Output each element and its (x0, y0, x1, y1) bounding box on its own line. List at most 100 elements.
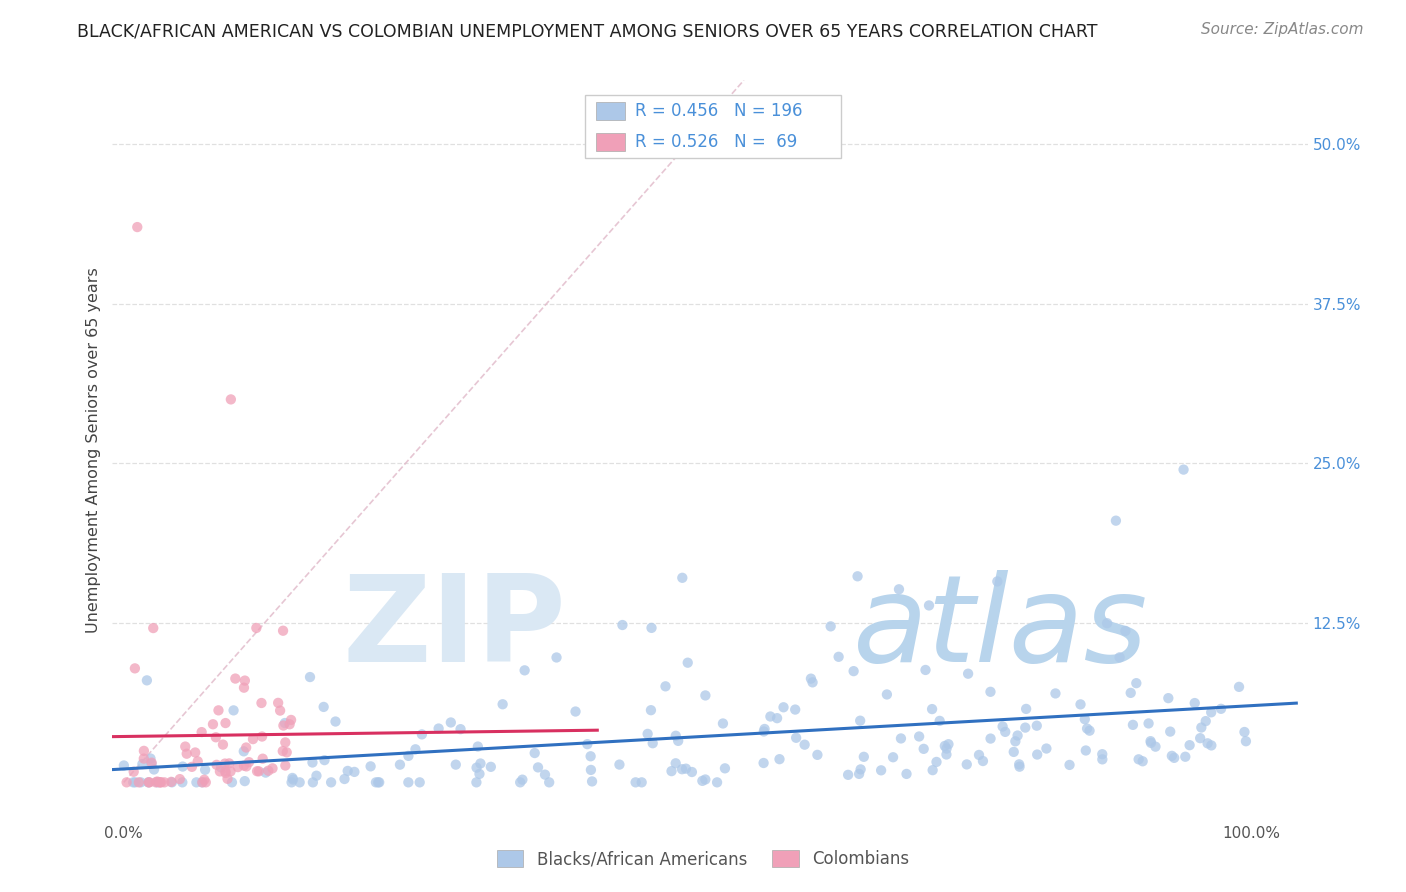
Point (124, 661, 146, 675)
Point (274, 735, 297, 749)
Point (527, 760, 550, 774)
Point (934, 739, 956, 753)
FancyBboxPatch shape (596, 133, 626, 151)
Point (112, 758, 135, 772)
Text: Source: ZipAtlas.com: Source: ZipAtlas.com (1201, 22, 1364, 37)
Point (180, 760, 202, 774)
Point (1178, 738, 1201, 752)
Point (257, 764, 280, 778)
Point (214, 766, 236, 780)
FancyBboxPatch shape (596, 103, 626, 120)
Point (1026, 747, 1049, 762)
Point (343, 764, 366, 779)
Point (711, 716, 734, 731)
Point (128, 775, 150, 789)
Point (609, 757, 631, 772)
Point (640, 621, 662, 635)
Point (957, 666, 980, 681)
Point (654, 679, 676, 693)
Point (235, 759, 257, 773)
Point (274, 758, 297, 772)
Point (1091, 752, 1114, 766)
Point (142, 621, 165, 635)
Point (1122, 718, 1144, 732)
Point (842, 664, 865, 678)
Legend: Blacks/African Americans, Colombians: Blacks/African Americans, Colombians (491, 843, 915, 875)
Point (491, 698, 513, 712)
Point (191, 775, 214, 789)
Point (288, 775, 311, 789)
Point (145, 775, 167, 789)
Point (692, 773, 714, 788)
Point (1070, 698, 1092, 712)
Point (1014, 721, 1036, 735)
Point (752, 756, 775, 770)
Point (1105, 514, 1128, 528)
Point (849, 714, 872, 728)
Point (1144, 739, 1167, 754)
Point (870, 764, 893, 778)
Point (411, 727, 433, 741)
Point (250, 730, 273, 744)
Point (214, 764, 236, 778)
Point (217, 772, 239, 786)
Point (193, 772, 215, 787)
Point (226, 760, 249, 774)
Point (512, 772, 534, 787)
Point (1159, 724, 1181, 739)
Point (665, 729, 688, 743)
Point (409, 775, 432, 789)
Point (956, 757, 979, 772)
Point (1119, 686, 1142, 700)
Point (759, 709, 782, 723)
Text: atlas: atlas (853, 570, 1149, 687)
Point (908, 730, 931, 744)
Point (281, 772, 304, 787)
Point (837, 768, 859, 782)
Point (772, 700, 794, 714)
Point (1197, 736, 1219, 750)
Point (676, 656, 699, 670)
Point (890, 731, 912, 746)
Point (281, 771, 304, 785)
Point (440, 715, 463, 730)
Point (194, 775, 217, 789)
Point (509, 775, 531, 789)
Point (671, 571, 693, 585)
Point (267, 696, 290, 710)
Point (912, 742, 935, 756)
Point (800, 672, 823, 686)
Point (396, 748, 419, 763)
Point (174, 739, 197, 754)
Point (470, 756, 492, 771)
Point (918, 599, 941, 613)
Point (579, 749, 602, 764)
Point (298, 670, 321, 684)
Point (612, 618, 634, 632)
Point (523, 746, 546, 760)
Point (209, 760, 232, 774)
Point (1007, 729, 1029, 743)
Point (467, 739, 489, 754)
Point (876, 688, 898, 702)
Point (450, 722, 472, 736)
Point (820, 619, 842, 633)
Point (280, 775, 302, 789)
Point (695, 772, 717, 787)
Point (848, 767, 870, 781)
Point (325, 714, 347, 729)
Point (468, 767, 491, 781)
Point (233, 673, 256, 688)
Point (980, 731, 1002, 746)
Point (754, 722, 776, 736)
Point (1173, 462, 1195, 476)
Point (967, 747, 990, 762)
Point (986, 574, 1008, 589)
Point (153, 775, 176, 789)
Text: BLACK/AFRICAN AMERICAN VS COLOMBIAN UNEMPLOYMENT AMONG SENIORS OVER 65 YEARS COR: BLACK/AFRICAN AMERICAN VS COLOMBIAN UNEM… (77, 22, 1098, 40)
Point (250, 696, 273, 710)
Point (364, 775, 387, 789)
Point (1209, 702, 1232, 716)
Point (232, 744, 254, 758)
Point (214, 756, 236, 771)
